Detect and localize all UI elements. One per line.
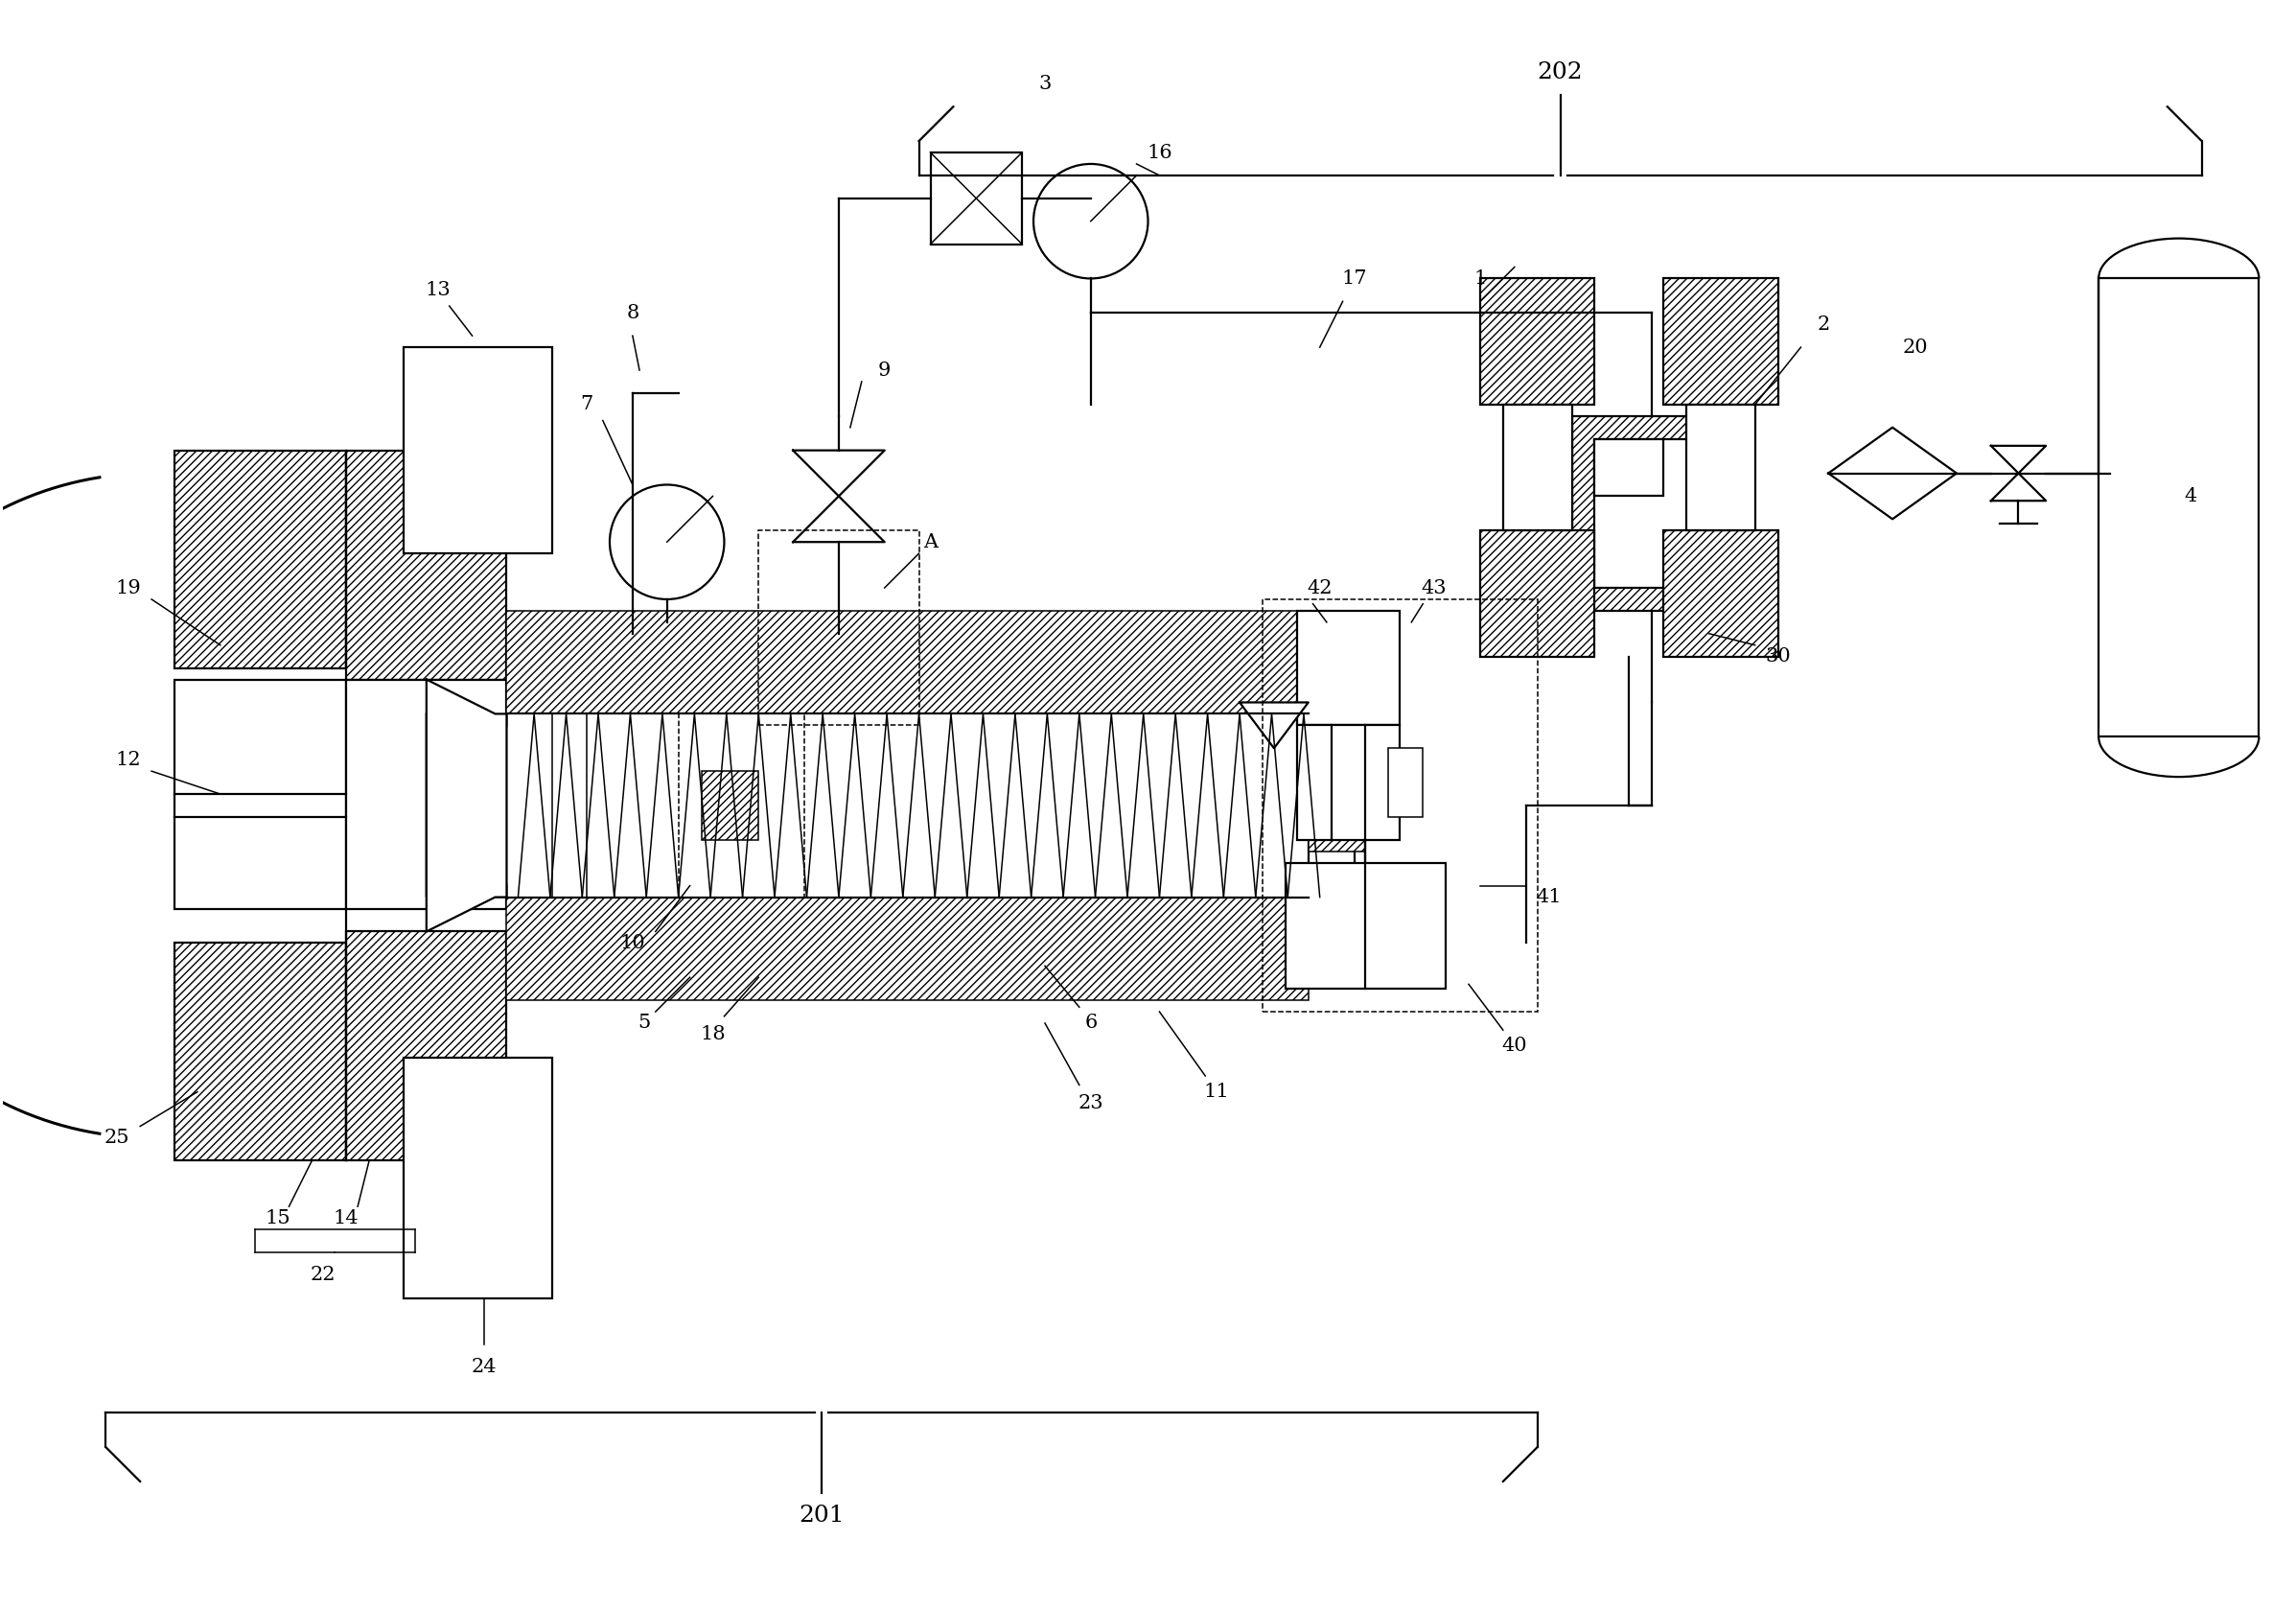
- Bar: [1309, 760, 1366, 851]
- Polygon shape: [1991, 474, 2046, 501]
- Text: 7: 7: [581, 395, 592, 414]
- Text: 20: 20: [1903, 338, 1929, 356]
- Text: 13: 13: [425, 280, 450, 300]
- Bar: [507, 897, 1309, 1000]
- Bar: [1573, 416, 1731, 611]
- Bar: [1481, 530, 1596, 657]
- Polygon shape: [1240, 702, 1309, 748]
- Bar: [1481, 279, 1596, 404]
- Bar: [1389, 748, 1424, 817]
- Text: 9: 9: [877, 361, 891, 379]
- Bar: [758, 530, 918, 725]
- Bar: [1297, 611, 1401, 725]
- Polygon shape: [792, 496, 884, 541]
- Bar: [1596, 438, 1662, 496]
- Text: 15: 15: [264, 1208, 289, 1228]
- Text: 8: 8: [627, 304, 638, 322]
- Text: 40: 40: [1502, 1037, 1527, 1055]
- Polygon shape: [427, 714, 507, 897]
- Bar: [930, 153, 1022, 245]
- Bar: [700, 772, 758, 839]
- Text: 10: 10: [620, 934, 645, 952]
- Circle shape: [1033, 164, 1148, 279]
- Bar: [1309, 714, 1355, 897]
- Text: 5: 5: [638, 1013, 650, 1033]
- Bar: [677, 714, 804, 897]
- Text: 43: 43: [1421, 578, 1446, 598]
- Bar: [347, 680, 507, 909]
- Bar: [1685, 404, 1754, 530]
- Polygon shape: [1991, 446, 2046, 474]
- Circle shape: [611, 485, 723, 599]
- Text: 14: 14: [333, 1208, 358, 1228]
- Text: 25: 25: [106, 1129, 131, 1147]
- Text: 17: 17: [1341, 269, 1366, 288]
- Text: 4: 4: [2183, 487, 2197, 506]
- Text: 18: 18: [700, 1026, 726, 1044]
- Bar: [404, 348, 553, 554]
- Text: 201: 201: [799, 1505, 845, 1527]
- Polygon shape: [792, 451, 884, 496]
- Text: 2: 2: [1818, 316, 1830, 333]
- Bar: [1662, 530, 1777, 657]
- Text: 19: 19: [115, 578, 142, 598]
- Text: 16: 16: [1146, 143, 1173, 161]
- Bar: [404, 1057, 553, 1298]
- Bar: [347, 931, 507, 1160]
- Text: 3: 3: [1038, 74, 1052, 93]
- Bar: [1297, 725, 1401, 839]
- Text: 41: 41: [1536, 888, 1561, 907]
- Bar: [347, 451, 507, 680]
- Text: 42: 42: [1306, 578, 1332, 598]
- Text: 30: 30: [1766, 648, 1791, 665]
- Text: 12: 12: [115, 751, 142, 768]
- Text: 22: 22: [310, 1266, 335, 1284]
- Text: 1: 1: [1474, 269, 1486, 288]
- Bar: [507, 611, 1309, 714]
- Text: 6: 6: [1084, 1013, 1097, 1033]
- Bar: [1286, 863, 1446, 989]
- Text: 23: 23: [1077, 1094, 1104, 1113]
- Bar: [1596, 438, 1708, 588]
- Bar: [1504, 404, 1573, 530]
- Text: A: A: [923, 533, 937, 551]
- Text: 11: 11: [1203, 1083, 1231, 1100]
- Text: 202: 202: [1538, 61, 1584, 84]
- Polygon shape: [427, 680, 507, 931]
- Polygon shape: [1828, 427, 1956, 519]
- Bar: [174, 680, 347, 909]
- Text: 24: 24: [471, 1358, 496, 1376]
- Bar: [174, 451, 347, 669]
- Bar: [174, 942, 347, 1160]
- Bar: [1263, 599, 1538, 1012]
- Bar: [1662, 279, 1777, 404]
- Bar: [2099, 279, 2259, 736]
